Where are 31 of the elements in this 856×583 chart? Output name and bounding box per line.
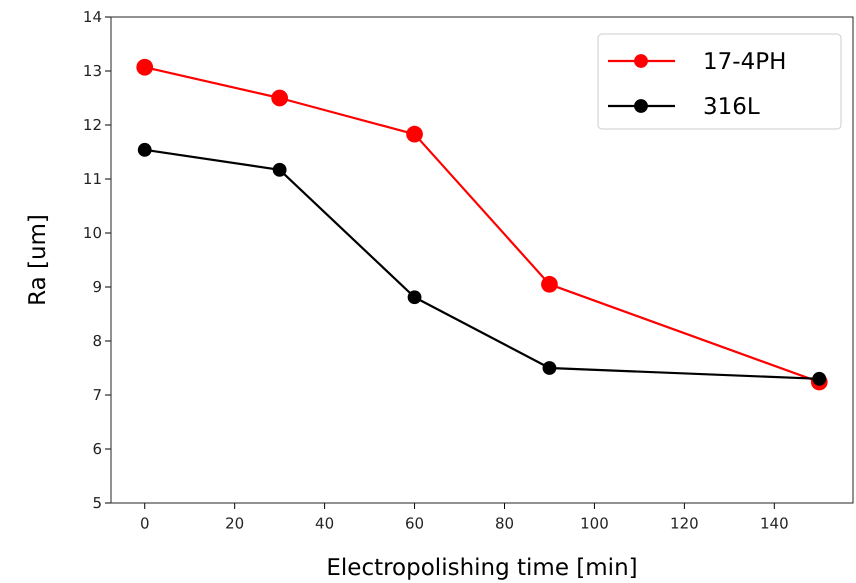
point [272,162,287,177]
x-tick-label: 0 [140,514,150,532]
point [138,142,152,157]
y-tick-label: 6 [92,440,102,458]
x-tick-label: 60 [405,514,424,532]
y-tick-label: 9 [92,278,102,296]
y-tick-label: 12 [82,116,102,134]
x-tick-label: 80 [494,514,514,532]
x-tick-label: 120 [670,514,699,532]
y-tick-label: 7 [92,386,102,404]
x-axis-title: Electropolishing time [min] [326,555,638,581]
legend-label: 17-4PH [703,49,786,75]
point [542,361,556,375]
point [271,90,288,106]
y-tick-label: 8 [92,332,102,350]
legend-label: 316L [703,94,760,120]
y-tick-label: 5 [92,494,102,512]
point [406,126,423,143]
y-axis-title: Ra [um] [25,214,51,306]
x-tick-label: 100 [580,514,609,532]
y-tick-label: 13 [82,62,102,80]
y-tick-label: 10 [82,224,102,242]
point [541,276,558,293]
y-tick-label: 11 [82,170,102,188]
point [408,290,422,304]
point [136,58,154,76]
y-tick-label: 14 [82,8,102,26]
x-tick-label: 40 [315,514,334,532]
x-tick-label: 20 [225,514,244,532]
x-tick-label: 140 [760,514,789,532]
point [812,372,826,386]
